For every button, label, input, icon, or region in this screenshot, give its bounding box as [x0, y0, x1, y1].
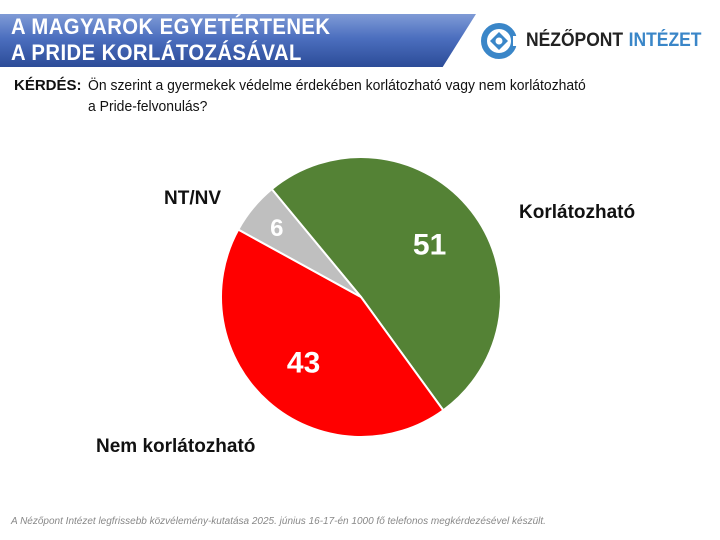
logo-icon [481, 23, 520, 59]
legend-label-nem-korlatozhato: Nem korlátozható [96, 436, 256, 457]
title-line-2: A PRIDE KORLÁTOZÁSÁVAL [11, 40, 302, 65]
logo-name-1: NÉZŐPONT [526, 30, 624, 51]
pie-slice-1 [220, 228, 445, 438]
question-line-2: a Pride-felvonulás? [88, 98, 208, 115]
data-label-1: 43 [287, 347, 320, 380]
question-label: KÉRDÉS: [14, 77, 82, 94]
data-label-0: 51 [413, 228, 446, 261]
logo-name-2: INTÉZET [628, 30, 702, 51]
legend-label-ntnv: NT/NV [164, 188, 221, 209]
pie-slice-0 [270, 155, 502, 412]
footer-note: A Nézőpont Intézet legfrissebb közvélemé… [11, 516, 546, 527]
nezopont-logo: NÉZŐPONT INTÉZET [480, 22, 710, 60]
question-line-1: Ön szerint a gyermekek védelme érdekében… [88, 77, 586, 94]
legend-label-korlatozhato: Korlátozható [519, 202, 636, 223]
title-line-1: A MAGYAROK EGYETÉRTENEK [11, 14, 331, 39]
data-label-2: 6 [270, 215, 283, 242]
title-banner [0, 14, 476, 67]
pie-slice-2 [236, 187, 362, 298]
